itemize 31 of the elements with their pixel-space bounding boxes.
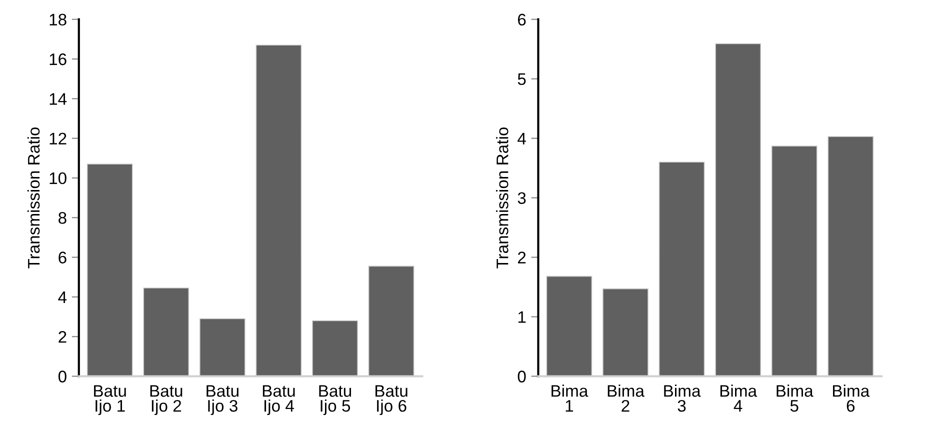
y-tick-label: 0 bbox=[58, 370, 66, 382]
y-tick-label: 6 bbox=[518, 14, 526, 26]
y-tick-label: 4 bbox=[58, 292, 67, 303]
y-tick-label: 2 bbox=[518, 252, 526, 264]
y-tick-label: 10 bbox=[50, 172, 66, 184]
x-tick-label: Batu Ijo 3 bbox=[206, 385, 238, 416]
x-tick-label: Bima 3 bbox=[664, 384, 701, 412]
x-tick-label: Batu Ijo 1 bbox=[94, 385, 126, 416]
x-tick-label: Batu Ijo 5 bbox=[319, 385, 352, 416]
x-tick-label: Bima 1 bbox=[552, 384, 588, 412]
y-tick-label: 16 bbox=[50, 53, 66, 66]
y-tick-label: 0 bbox=[518, 370, 526, 382]
y-tick-label: 12 bbox=[50, 132, 66, 144]
y-tick-label: 2 bbox=[58, 330, 66, 343]
x-tick-label: Batu Ijo 4 bbox=[262, 385, 295, 416]
y-tick-label: 3 bbox=[518, 192, 526, 204]
y-axis-title: Transmission Ratio bbox=[496, 127, 508, 268]
x-tick-label: Batu Ijo 6 bbox=[376, 385, 408, 416]
y-tick-label: 5 bbox=[518, 73, 526, 86]
y-axis-title: Transmission Ratio bbox=[27, 127, 40, 268]
x-tick-label: Batu Ijo 2 bbox=[150, 385, 182, 416]
x-tick-label: Bima 6 bbox=[833, 384, 870, 412]
y-tick-label: 1 bbox=[518, 311, 526, 323]
y-tick-label: 8 bbox=[58, 212, 66, 224]
x-tick-label: Bima 5 bbox=[776, 384, 814, 412]
y-tick-label: 4 bbox=[518, 132, 526, 144]
y-tick-label: 18 bbox=[50, 14, 66, 26]
x-tick-label: Bima 2 bbox=[608, 384, 644, 412]
x-tick-label: Bima 4 bbox=[720, 384, 758, 412]
y-tick-label: 14 bbox=[50, 93, 67, 105]
y-tick-label: 6 bbox=[58, 252, 66, 264]
